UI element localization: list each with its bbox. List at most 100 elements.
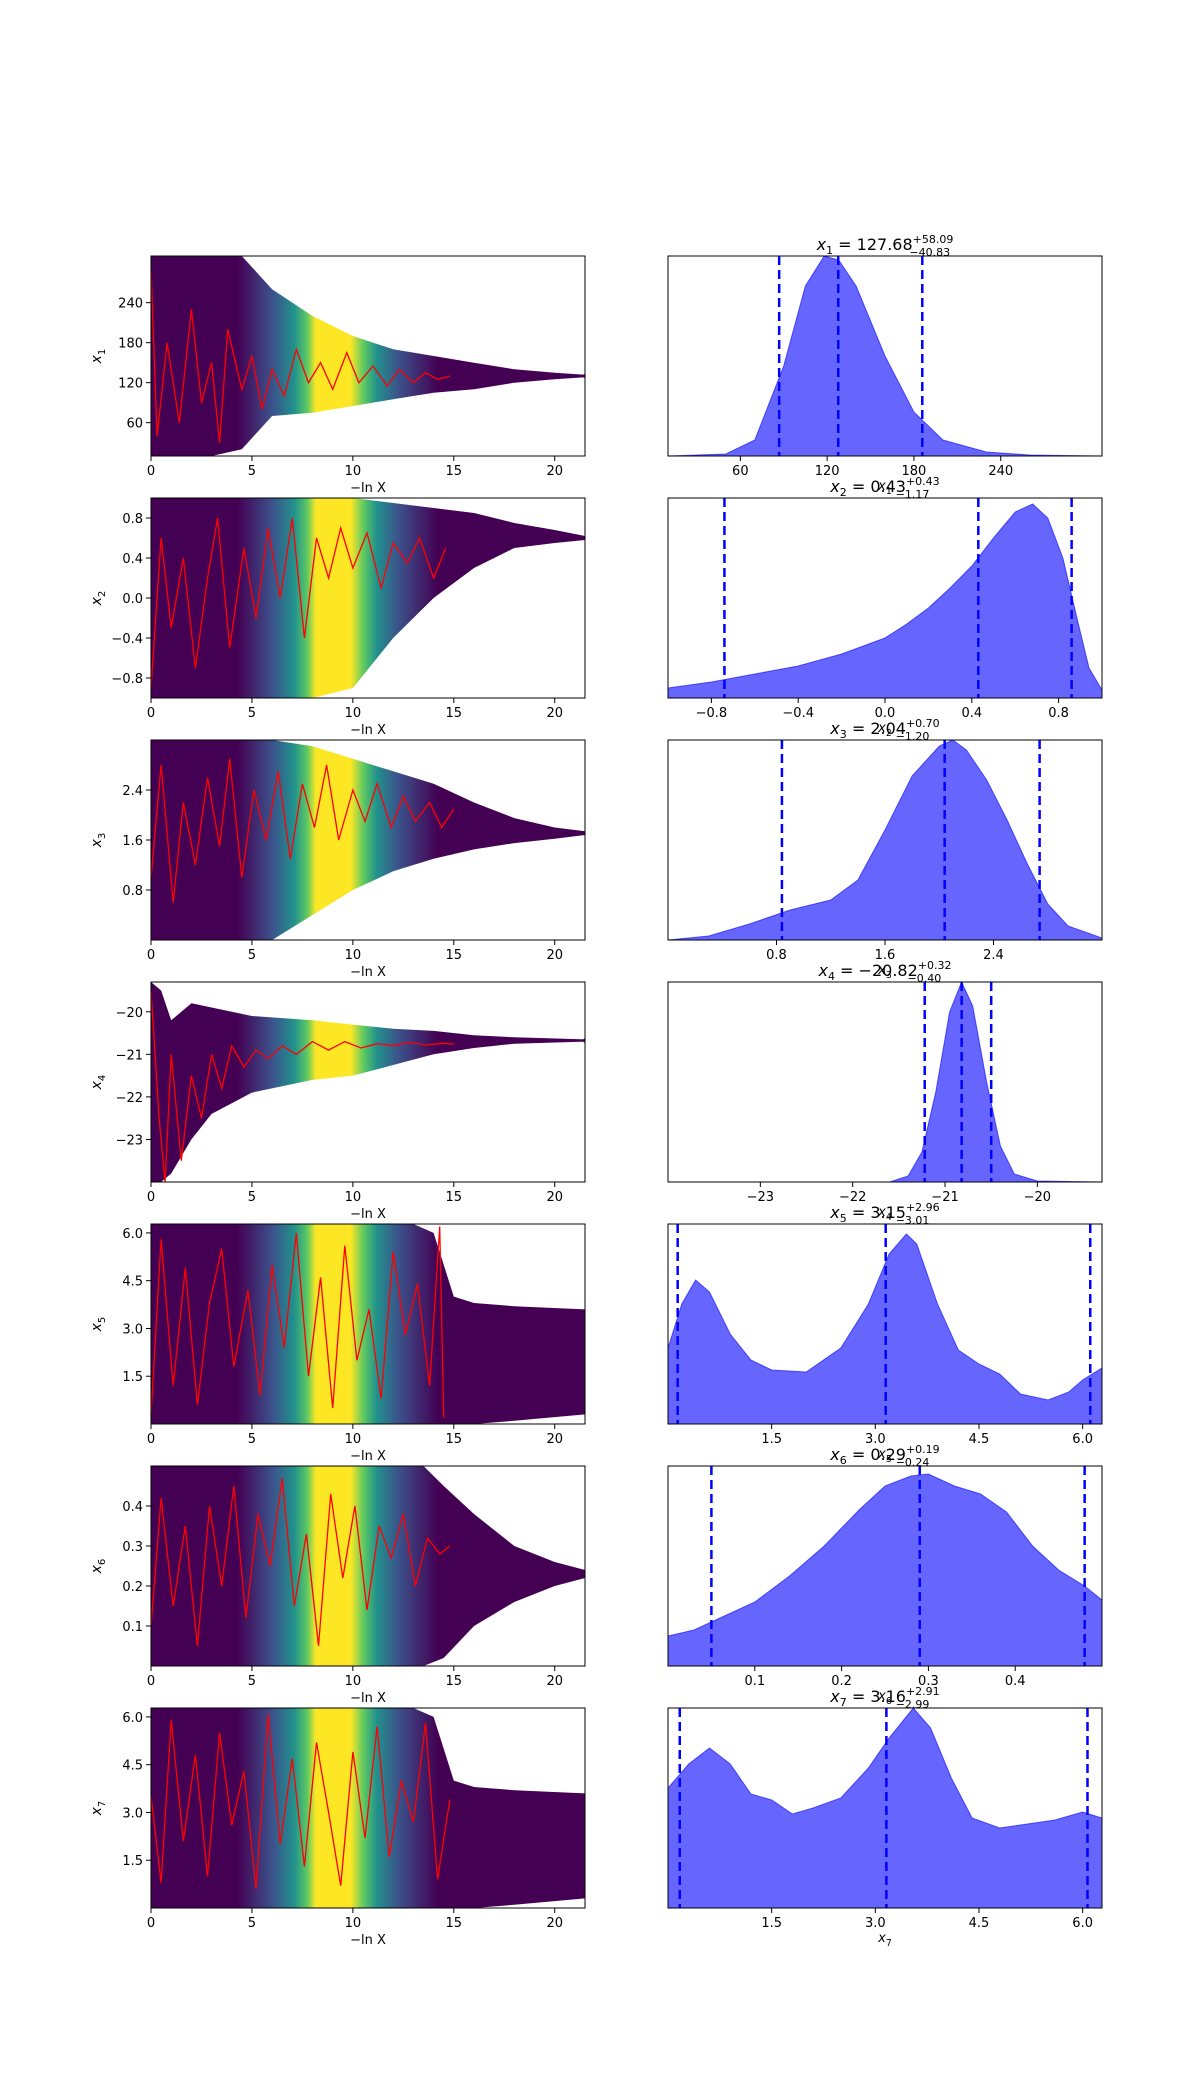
x-tick-label: 20 — [546, 1916, 563, 1931]
x-tick-label: 10 — [345, 948, 362, 963]
x-tick-label: 240 — [988, 464, 1013, 479]
trace-panel-x5: 0 5 10 15 20 1.5 3.0 4.5 6.0 −ln X x5 — [89, 1223, 586, 1464]
posterior-density — [668, 256, 1102, 456]
x-tick-label: 20 — [546, 1432, 563, 1447]
y-tick-label: 3.0 — [122, 1806, 143, 1821]
axes-frame — [150, 1465, 586, 1667]
x-tick-label: 4.5 — [969, 1916, 990, 1931]
x-tick-label: 5 — [248, 1190, 256, 1205]
trace-panel-x3: 0 5 10 15 20 0.8 1.6 2.4 −ln X x3 — [89, 739, 586, 980]
x-tick-label: 20 — [546, 464, 563, 479]
posterior-title: x7 = 3.16+2.91 −2.99 — [829, 1685, 939, 1711]
x-tick-label: 15 — [446, 464, 463, 479]
x-tick-label: 0 — [147, 948, 155, 963]
trace-panel-x6: 0 5 10 15 20 0.1 0.2 0.3 0.4 −ln X x6 — [89, 1465, 586, 1706]
axes-frame — [667, 1707, 1103, 1909]
y-tick-label: 180 — [118, 337, 143, 352]
posterior-density — [668, 503, 1102, 698]
y-tick-label: 0.1 — [122, 1620, 143, 1635]
y-tick-label: −23 — [116, 1133, 143, 1148]
x-tick-label: 10 — [345, 1190, 362, 1205]
x-tick-label: 20 — [546, 1674, 563, 1689]
y-axis-label: x6 — [89, 1559, 108, 1575]
sample-cloud — [151, 740, 585, 940]
x-tick-label: 10 — [345, 706, 362, 721]
y-tick-label: 2.4 — [122, 784, 143, 799]
y-tick-label: 4.5 — [122, 1759, 143, 1774]
posterior-density — [668, 740, 1102, 940]
y-axis-label: x5 — [89, 1317, 108, 1333]
x-axis-label: −ln X — [350, 481, 386, 496]
y-tick-label: 120 — [118, 377, 143, 392]
x-axis-label: −ln X — [350, 1207, 386, 1222]
x-tick-label: 6.0 — [1072, 1432, 1093, 1447]
x-tick-label: 5 — [248, 464, 256, 479]
x-axis-label: −ln X — [350, 723, 386, 738]
posterior-density — [668, 1473, 1102, 1666]
x-tick-label: 0.8 — [766, 948, 787, 963]
x-tick-label: 0 — [147, 464, 155, 479]
x-tick-label: 60 — [732, 464, 749, 479]
x-tick-label: 180 — [902, 464, 927, 479]
posterior-panel-x6: 0.1 0.2 0.3 0.4 x6 x6 = 0.29+0.19 −0.24 — [667, 1443, 1103, 1707]
x-axis-label: x2 — [877, 721, 892, 739]
x-tick-label: 0.0 — [875, 706, 896, 721]
x-tick-label: 10 — [345, 1432, 362, 1447]
x-tick-label: 5 — [248, 1432, 256, 1447]
posterior-title: x3 = 2.04+0.70 −1.20 — [829, 717, 939, 743]
trace-panel-x2: 0 5 10 15 20 −0.8 −0.4 0.0 0.4 0.8 −ln X x2 — [89, 497, 586, 738]
x-axis-label: x7 — [877, 1931, 892, 1949]
trace-line — [151, 1226, 445, 1418]
posterior-title: x1 = 127.68+58.09 −40.83 — [816, 233, 954, 259]
x-tick-label: −0.4 — [782, 706, 814, 721]
x-axis-label: x5 — [877, 1447, 892, 1465]
x-axis-label: −ln X — [350, 1933, 386, 1948]
posterior-panel-x3: 0.8 1.6 2.4 x3 x3 = 2.04+0.70 −1.20 — [667, 717, 1103, 981]
sample-cloud — [151, 982, 585, 1182]
x-axis-label: −ln X — [350, 965, 386, 980]
y-tick-label: 0.4 — [122, 552, 143, 567]
x-axis-label: x1 — [877, 479, 892, 497]
x-tick-label: 1.5 — [761, 1916, 782, 1931]
x-tick-label: 120 — [815, 464, 840, 479]
y-axis-label: x3 — [89, 833, 108, 849]
x-tick-label: 20 — [546, 948, 563, 963]
y-axis-label: x2 — [89, 591, 108, 607]
x-tick-label: 1.6 — [875, 948, 896, 963]
y-tick-label: 0.0 — [122, 592, 143, 607]
y-tick-label: 4.5 — [122, 1275, 143, 1290]
y-tick-label: 0.8 — [122, 512, 143, 527]
x-tick-label: 5 — [248, 1916, 256, 1931]
x-tick-label: 15 — [446, 948, 463, 963]
x-axis-label: x3 — [877, 963, 892, 981]
posterior-panel-x2: −0.8 −0.4 0.0 0.4 0.8 x2 x2 = 0.43+0.43 −1.17 — [667, 475, 1103, 739]
x-tick-label: 0.3 — [918, 1674, 939, 1689]
x-tick-label: 1.5 — [761, 1432, 782, 1447]
x-tick-label: 0.1 — [744, 1674, 765, 1689]
trace-line — [151, 1477, 451, 1647]
posterior-title: x4 = −20.82+0.32 −0.40 — [818, 959, 952, 985]
x-axis-label: −ln X — [350, 1691, 386, 1706]
posterior-panel-x1: 60 120 180 240 x1 x1 = 127.68+58.09 −40.83 — [667, 233, 1103, 497]
y-tick-label: −21 — [116, 1048, 143, 1063]
x-tick-label: 10 — [345, 464, 362, 479]
x-tick-label: 5 — [248, 1674, 256, 1689]
y-tick-label: 1.6 — [122, 834, 143, 849]
x-tick-label: 15 — [446, 1190, 463, 1205]
y-tick-label: 0.4 — [122, 1500, 143, 1515]
sample-cloud — [151, 1466, 585, 1666]
y-axis-label: x1 — [89, 349, 108, 365]
posterior-density — [668, 982, 1102, 1182]
trace-line — [151, 1713, 451, 1889]
x-tick-label: 6.0 — [1072, 1916, 1093, 1931]
posterior-panel-x7: 1.5 3.0 4.5 6.0 x7 x7 = 3.16+2.91 −2.99 — [667, 1685, 1103, 1949]
y-axis-label: x7 — [89, 1801, 108, 1817]
axes-frame — [667, 255, 1103, 457]
axes-frame — [150, 1707, 586, 1909]
axes-frame — [667, 1223, 1103, 1425]
axes-frame — [150, 981, 586, 1183]
y-tick-label: 0.2 — [122, 1580, 143, 1595]
y-tick-label: −20 — [116, 1006, 143, 1021]
sample-cloud — [151, 1224, 585, 1424]
